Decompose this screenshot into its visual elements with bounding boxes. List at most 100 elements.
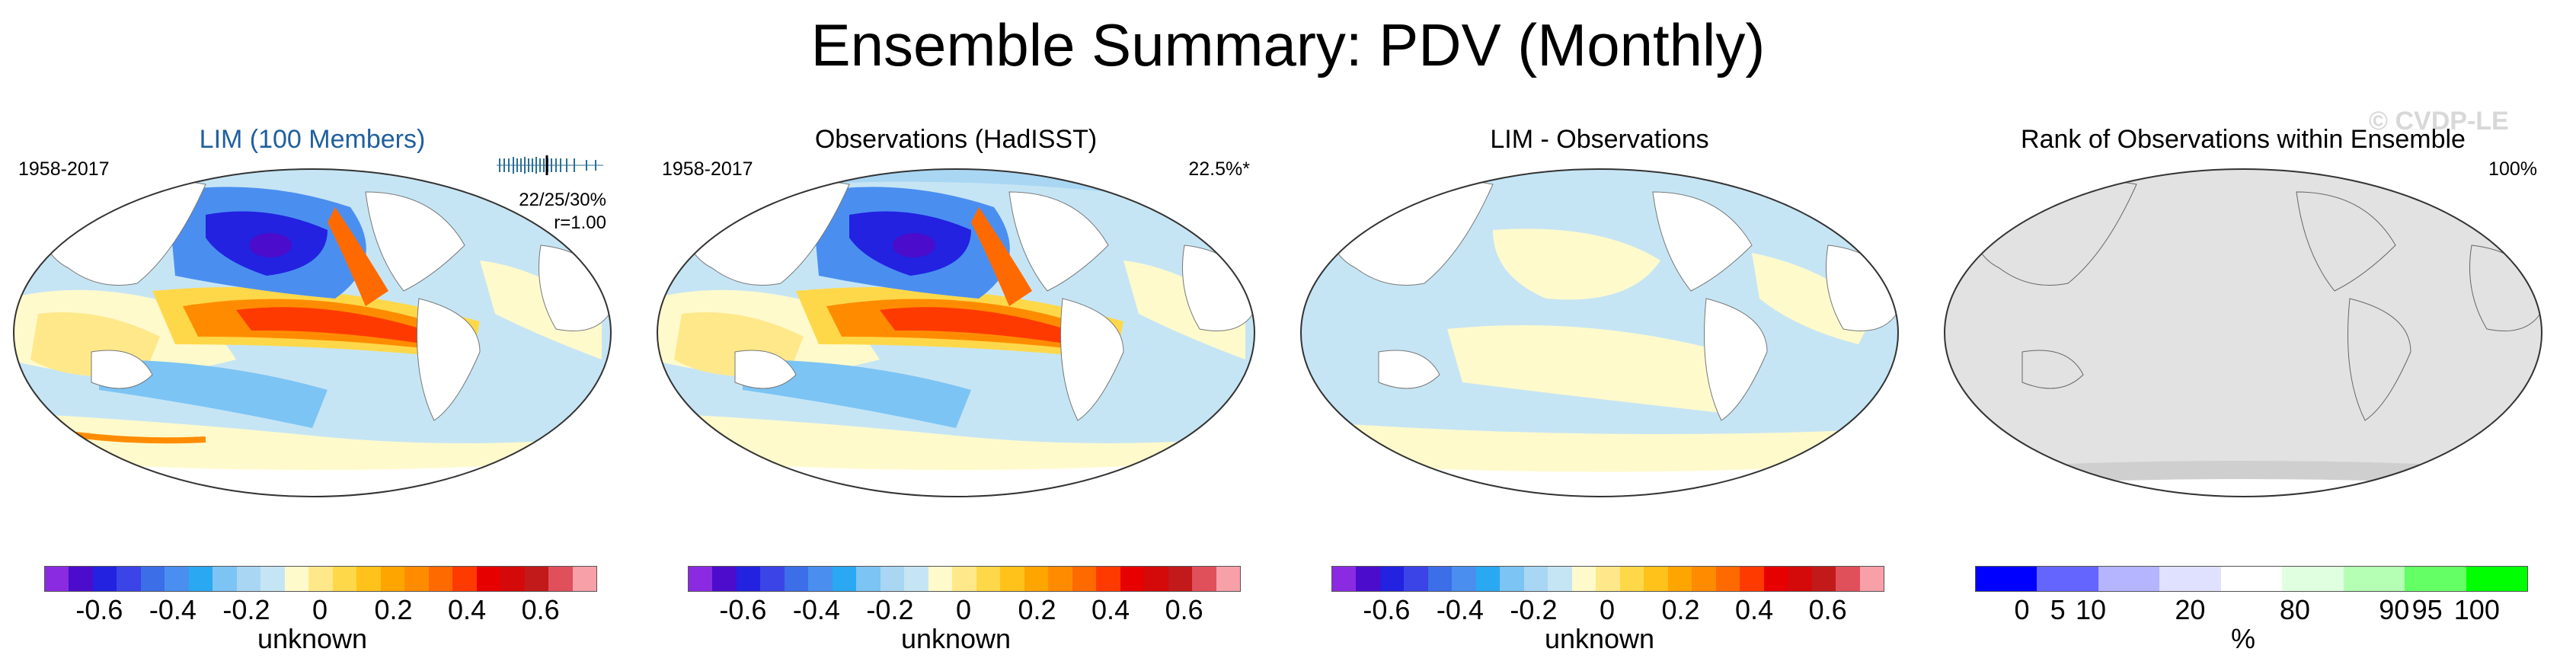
colorbar-unit: %: [2230, 623, 2255, 654]
tick-label: 80: [2279, 594, 2310, 625]
colorbar-swatch: [572, 567, 597, 591]
colorbar-swatch: [1811, 567, 1836, 591]
colorbar-swatch: [784, 567, 809, 591]
colorbar-swatch: [2466, 567, 2527, 591]
ensemble-stats: 22/25/30% r=1.00: [519, 189, 606, 235]
panel-observations: Observations (HadISST) 1958-2017 22.5%*: [651, 114, 1261, 654]
tick-label: -0.4: [792, 594, 840, 625]
colorbar-swatch: [1000, 567, 1024, 591]
colorbar-swatch: [1548, 567, 1572, 591]
colorbar-swatch: [284, 567, 309, 591]
colorbar-swatch: [1048, 567, 1072, 591]
tick-label: 95: [2411, 594, 2443, 625]
tick-label: 0.6: [521, 594, 560, 625]
anomaly-colorbar: [44, 566, 597, 592]
tick-label: 0.6: [1165, 594, 1203, 625]
colorbar-swatch: [1168, 567, 1193, 591]
colorbar-swatch: [1452, 567, 1476, 591]
colorbar-swatch: [2405, 567, 2466, 591]
colorbar-swatch: [928, 567, 953, 591]
colorbar-swatch: [1596, 567, 1620, 591]
colorbar-swatch: [452, 567, 477, 591]
colorbar-swatch: [1475, 567, 1501, 591]
stats-percent: 22/25/30%: [519, 190, 606, 210]
colorbar-swatch: [69, 567, 93, 591]
period-label: 1958-2017: [662, 158, 753, 180]
tick-label: 0: [2014, 594, 2030, 625]
colorbar-swatch: [45, 567, 69, 591]
colorbar-swatch: [1216, 567, 1241, 591]
anomaly-colorbar: [688, 566, 1241, 592]
rank-colorbar: [1975, 566, 2528, 592]
colorbar-swatch: [92, 567, 117, 591]
colorbar-swatch: [1427, 567, 1453, 591]
map-difference: [1300, 168, 1899, 497]
tick-label: 100: [2453, 594, 2500, 625]
variance-label: 22.5%*: [1188, 158, 1250, 180]
tick-label: 0.6: [1808, 594, 1847, 625]
colorbar-swatch: [2098, 567, 2160, 591]
colorbar-swatch: [524, 567, 549, 591]
colorbar-swatch: [1404, 567, 1428, 591]
tick-label: 0.4: [1735, 594, 1774, 625]
colorbar-swatch: [213, 567, 237, 591]
map-lim: [13, 168, 612, 497]
map-rank: [1944, 168, 2542, 497]
tick-label: 0: [955, 594, 972, 625]
tick-label: 0.4: [448, 594, 487, 625]
colorbar-swatch: [832, 567, 857, 591]
figure-title: Ensemble Summary: PDV (Monthly): [810, 11, 1766, 78]
colorbar-swatch: [856, 567, 881, 591]
colorbar-swatch: [140, 567, 165, 591]
tick-label: -0.6: [719, 594, 767, 625]
colorbar-swatch: [760, 567, 785, 591]
colorbar-unit: unknown: [900, 623, 1012, 654]
colorbar-swatch: [1763, 567, 1788, 591]
tick-label: -0.2: [866, 594, 914, 625]
colorbar-swatch: [2343, 567, 2405, 591]
colorbar-swatch: [1619, 567, 1644, 591]
colorbar-swatch: [712, 567, 737, 591]
colorbar-swatch: [1072, 567, 1097, 591]
tick-label: 0: [312, 594, 328, 625]
colorbar-swatch: [1859, 567, 1884, 591]
colorbar-swatch: [428, 567, 453, 591]
tick-label: 90: [2379, 594, 2410, 625]
colorbar-swatch: [1692, 567, 1716, 591]
colorbar-swatch: [1788, 567, 1812, 591]
colorbar-swatch: [1024, 567, 1049, 591]
panel-rank: Rank of Observations within Ensemble 100…: [1938, 114, 2548, 654]
tick-label: -0.6: [75, 594, 123, 625]
colorbar-swatch: [1096, 567, 1120, 591]
tick-label: 0.2: [1661, 594, 1700, 625]
colorbar-swatch: [2220, 567, 2283, 591]
colorbar-swatch: [904, 567, 928, 591]
tick-label: -0.4: [149, 594, 197, 625]
stats-correlation: r=1.00: [554, 212, 606, 233]
colorbar-swatch: [1356, 567, 1380, 591]
colorbar-swatch: [1523, 567, 1548, 591]
colorbar-swatch: [500, 567, 525, 591]
tick-label: 0: [1599, 594, 1616, 625]
map-observations: [657, 168, 1255, 497]
colorbar-swatch: [1120, 567, 1145, 591]
tick-label: 10: [2076, 594, 2107, 625]
colorbar-swatch: [260, 567, 285, 591]
colorbar-swatch: [380, 567, 405, 591]
colorbar-swatch: [404, 567, 429, 591]
rank-percent-label: 100%: [2488, 158, 2537, 180]
colorbar-swatch: [548, 567, 573, 591]
colorbar-swatch: [1144, 567, 1168, 591]
colorbar-swatch: [1976, 567, 2037, 591]
colorbar-swatch: [188, 567, 213, 591]
colorbar-swatch: [2282, 567, 2344, 591]
colorbar-swatch: [1571, 567, 1596, 591]
colorbar-swatch: [880, 567, 905, 591]
panel-title: LIM - Observations: [1490, 125, 1709, 154]
panel-difference: LIM - Observations -0.6 -0.4 -0.2 0 0.2 0.4 0.…: [1295, 114, 1904, 654]
colorbar-swatch: [2037, 567, 2098, 591]
colorbar-swatch: [1836, 567, 1860, 591]
colorbar-swatch: [1332, 567, 1357, 591]
colorbar-swatch: [1667, 567, 1692, 591]
colorbar-swatch: [332, 567, 357, 591]
